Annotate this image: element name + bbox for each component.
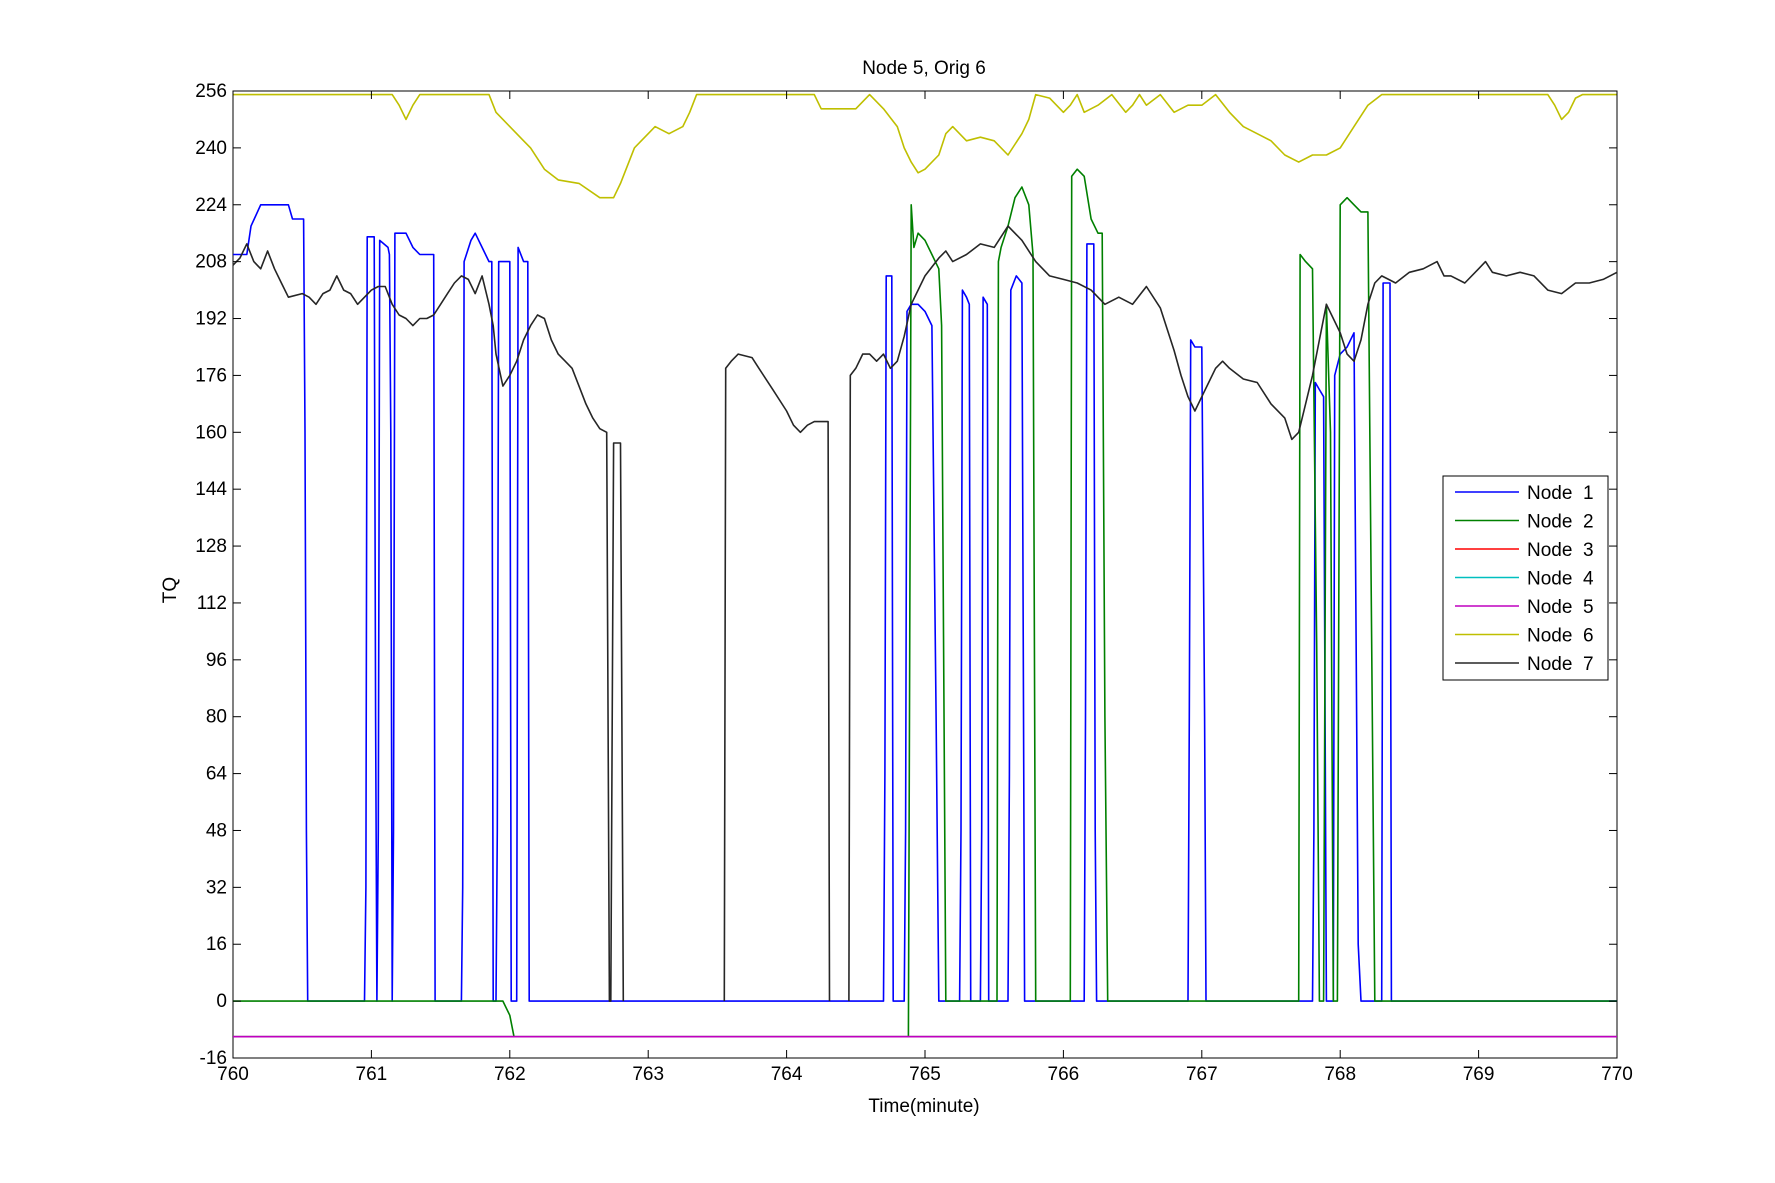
x-tick-label: 765 (909, 1064, 941, 1085)
legend-entry: Node 2 (1455, 512, 1594, 533)
series-2-line-1 (233, 1000, 515, 1037)
y-tick-label: 160 (195, 422, 227, 443)
chart-title: Node 5, Orig 6 (862, 58, 986, 79)
y-tick-label: 0 (216, 991, 227, 1012)
series-7 (232, 225, 1618, 1002)
series-layer (232, 93, 1618, 1038)
series-6 (233, 93, 1617, 199)
y-tick-label: 16 (206, 934, 227, 955)
legend-label: Node 4 (1527, 569, 1594, 590)
series-1-line-1 (233, 204, 1617, 1002)
series-7-line-1 (232, 243, 625, 1002)
legend-entry: Node 5 (1455, 597, 1594, 618)
y-tick-label: 144 (195, 479, 227, 500)
y-tick-label: 80 (206, 707, 227, 728)
legend-entry: Node 1 (1455, 483, 1594, 504)
series-2-line-2 (907, 168, 1617, 1037)
legend-entry: Node 6 (1455, 626, 1594, 647)
x-tick-label: 761 (356, 1064, 388, 1085)
y-tick-label: 208 (195, 252, 227, 273)
x-tick-label: 768 (1324, 1064, 1356, 1085)
series-7-line-3 (848, 225, 1618, 1002)
y-tick-label: 96 (206, 650, 227, 671)
y-tick-label: 64 (206, 764, 228, 785)
y-tick-label: 128 (195, 536, 227, 557)
series-2 (233, 168, 1617, 1037)
y-tick-label: 192 (195, 309, 227, 330)
y-tick-label: -16 (200, 1048, 227, 1069)
legend-label: Node 1 (1527, 483, 1594, 504)
x-tick-label: 770 (1601, 1064, 1633, 1085)
y-tick-label: 256 (195, 81, 227, 102)
x-tick-label: 769 (1463, 1064, 1495, 1085)
axes-box (232, 90, 1618, 1059)
legend-entry: Node 3 (1455, 540, 1594, 561)
y-tick-label: 112 (197, 593, 227, 614)
y-tick-label: 224 (195, 195, 227, 216)
y-tick-label: 176 (195, 365, 227, 386)
x-tick-label: 766 (1048, 1064, 1080, 1085)
legend-entry: Node 7 (1455, 654, 1594, 675)
legend-label: Node 2 (1527, 512, 1594, 533)
y-tick-label: 32 (206, 877, 227, 898)
x-tick-label: 767 (1186, 1064, 1218, 1085)
series-7-line-2 (723, 353, 831, 1002)
y-tick-label: 240 (195, 138, 227, 159)
legend-label: Node 7 (1527, 654, 1594, 675)
series-6-line-1 (233, 93, 1617, 199)
x-tick-label: 760 (217, 1064, 249, 1085)
legend-entry: Node 4 (1455, 569, 1594, 590)
legend-label: Node 3 (1527, 540, 1594, 561)
x-tick-label: 762 (494, 1064, 526, 1085)
y-tick-label: 48 (206, 820, 227, 841)
x-tick-label: 764 (771, 1064, 803, 1085)
x-axis-label: Time(minute) (868, 1096, 979, 1117)
ticks-layer: 760 761 762 763 764 765 766 767 768 769 770 -16 0 16 3… (195, 81, 1633, 1085)
legend-label: Node 5 (1527, 597, 1594, 618)
legend: Node 1 Node 2 Node 3 Node 4 Node 5 Node 6 Node… (1442, 475, 1609, 681)
x-tick-label: 763 (632, 1064, 664, 1085)
y-axis-label: TQ (160, 577, 181, 603)
series-1 (233, 204, 1617, 1002)
plot-area: 760 761 762 763 764 765 766 767 768 769 770 -16 0 16 3… (195, 81, 1633, 1085)
legend-label: Node 6 (1527, 626, 1594, 647)
